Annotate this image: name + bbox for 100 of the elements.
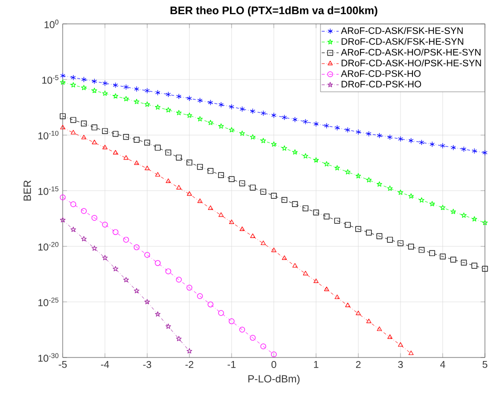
point — [461, 212, 467, 218]
point — [356, 310, 361, 316]
point — [92, 245, 98, 251]
point — [376, 233, 382, 239]
point — [208, 168, 214, 174]
point — [344, 168, 350, 174]
point — [112, 130, 118, 137]
legend-label: DRoF-CD-ASK/FSK-HE-SYN — [342, 38, 464, 45]
point — [70, 130, 76, 134]
x-tick-label: -3 — [143, 360, 152, 368]
point — [240, 226, 245, 231]
point — [430, 141, 435, 147]
point — [197, 198, 202, 203]
point — [302, 153, 308, 158]
point — [165, 150, 172, 156]
point — [154, 311, 160, 316]
y-tick-label: 10$^{-25}$ — [38, 297, 58, 306]
point — [166, 323, 172, 329]
point — [92, 140, 97, 144]
point — [186, 160, 192, 166]
point — [334, 124, 340, 131]
point — [418, 197, 424, 202]
point — [356, 172, 362, 178]
point — [270, 192, 277, 198]
point — [376, 326, 382, 331]
x-tick-label: -4 — [100, 360, 110, 368]
point — [366, 230, 372, 236]
point — [334, 164, 340, 170]
point — [176, 184, 182, 190]
point — [197, 116, 203, 122]
point — [271, 247, 276, 252]
point — [70, 74, 76, 80]
point — [271, 141, 277, 146]
point — [81, 76, 86, 82]
point — [250, 108, 256, 114]
point — [102, 90, 108, 96]
point — [218, 102, 224, 108]
point — [356, 128, 361, 135]
point — [70, 201, 76, 208]
point — [376, 181, 382, 186]
point — [208, 205, 214, 210]
point — [102, 128, 108, 134]
point — [292, 262, 298, 268]
point — [344, 222, 351, 228]
legend-label: DRoF-CD-PSK-HO — [342, 80, 422, 88]
point — [239, 130, 245, 136]
point — [366, 177, 372, 182]
point — [144, 166, 150, 170]
point — [408, 244, 414, 250]
y-tick-label: 10$^{-30}$ — [38, 353, 58, 362]
point — [472, 216, 478, 222]
point — [302, 270, 308, 276]
point — [70, 82, 76, 88]
point — [154, 144, 161, 150]
point — [450, 208, 456, 214]
point — [387, 236, 393, 242]
point — [313, 157, 319, 162]
x-tick-label: 1 — [314, 360, 318, 368]
point — [429, 200, 435, 206]
point — [324, 122, 330, 128]
point — [134, 136, 140, 143]
x-tick-label: -5 — [58, 360, 67, 368]
y-tick-label: 10$^{0}$ — [44, 19, 58, 28]
point — [70, 116, 76, 123]
point — [176, 110, 182, 116]
x-tick-label: 0 — [271, 360, 276, 368]
point — [472, 148, 477, 154]
point — [102, 222, 108, 228]
point — [176, 336, 182, 342]
point — [134, 160, 140, 165]
point — [302, 118, 308, 124]
point — [240, 106, 245, 112]
point — [218, 172, 224, 178]
point — [366, 318, 372, 324]
point — [92, 78, 97, 84]
point — [123, 96, 129, 102]
point — [229, 219, 234, 224]
point — [239, 180, 246, 186]
point — [419, 139, 424, 146]
point — [282, 196, 288, 203]
point — [324, 213, 330, 220]
point — [144, 88, 150, 94]
point — [366, 130, 372, 137]
y-tick-label: 10$^{-20}$ — [38, 242, 58, 250]
point — [81, 134, 86, 140]
point — [134, 98, 140, 104]
point — [124, 155, 129, 160]
point — [60, 217, 66, 222]
point — [123, 134, 129, 140]
y-tick-label: 10$^{-15}$ — [38, 186, 58, 195]
legend-label: ARoF-CD-ASK-HO/PSK-HE-SYN — [340, 48, 480, 56]
point — [176, 276, 182, 282]
y-tick-label: 10$^{-10}$ — [38, 130, 58, 140]
point — [482, 266, 488, 272]
point — [134, 288, 140, 294]
point — [260, 343, 266, 350]
point — [270, 351, 277, 358]
x-tick-label: -1 — [228, 360, 236, 368]
point — [112, 82, 118, 88]
point — [80, 120, 87, 126]
